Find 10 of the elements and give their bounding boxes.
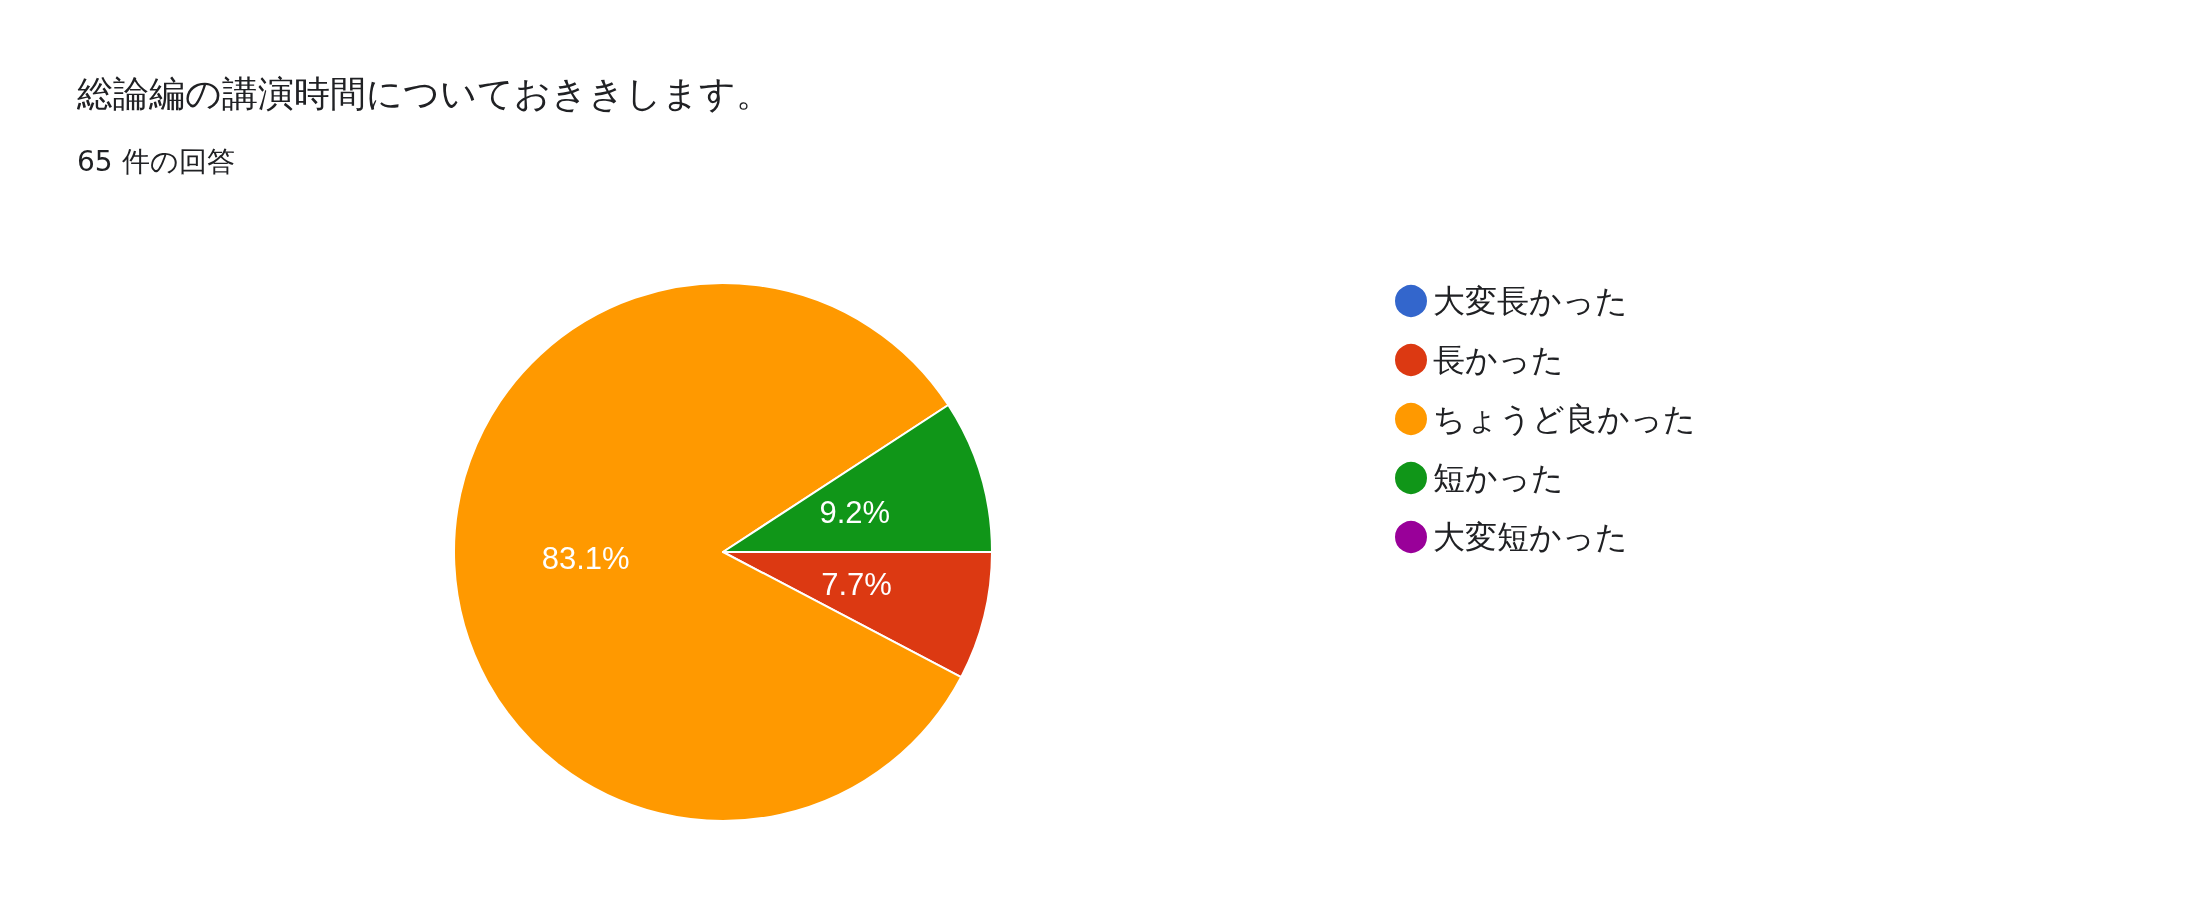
data-label: 7.7% <box>821 567 892 603</box>
legend-label: 短かった <box>1433 459 1564 497</box>
legend-label: 大変短かった <box>1433 518 1628 556</box>
legend-label: 長かった <box>1433 341 1564 379</box>
legend-label: 大変長かった <box>1433 282 1628 320</box>
text: 65 件の回答 <box>77 144 235 178</box>
chart-title: 総論編の講演時間についておききします。 <box>76 72 772 114</box>
data-label: 9.2% <box>819 495 891 531</box>
data-label: 83.1% <box>541 540 630 576</box>
legend-label: ちょうど良かった <box>1433 400 1696 438</box>
